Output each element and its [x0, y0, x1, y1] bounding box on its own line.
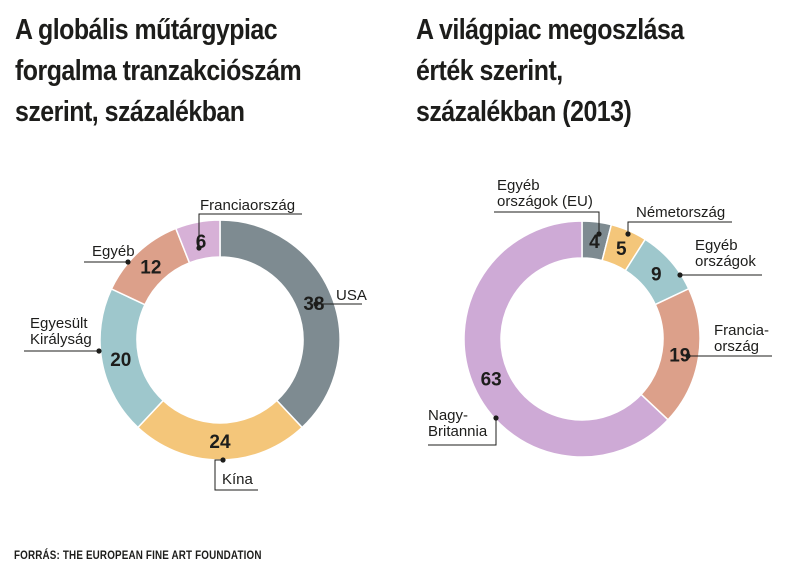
left-slice-4 [174, 219, 221, 264]
left-category-label-3: Egyéb [92, 243, 135, 260]
left-leader-dot-0 [313, 301, 319, 307]
right-value-label-4: 63 [481, 369, 502, 390]
left-value-label-4: 6 [196, 232, 207, 253]
left-value-label-1: 24 [209, 432, 231, 453]
left-leader-dot-2 [96, 348, 102, 354]
right-leader-line-1 [627, 221, 732, 234]
left-title-line-3: szerint, százalékban [15, 96, 245, 128]
right-leader-dot-3 [685, 353, 691, 359]
right-category-label-3: Francia-ország [714, 322, 769, 355]
right-leader-line-4 [428, 418, 497, 446]
left-leader-dot-1 [220, 457, 226, 463]
left-value-label-3: 12 [140, 257, 161, 278]
right-leader-line-0 [494, 211, 600, 234]
right-category-label-0-line-1: országok (EU) [497, 193, 593, 210]
right-category-label-4: Nagy-Britannia [428, 407, 488, 440]
right-value-label-2: 9 [651, 265, 662, 286]
right-leader-dot-2 [677, 272, 683, 278]
left-category-label-2-line-1: Királyság [30, 331, 92, 348]
right-value-label-0: 4 [589, 232, 600, 253]
right-chart-title: A világpiac megoszlása érték szerint, sz… [416, 10, 684, 133]
left-category-label-3-line-0: Egyéb [92, 243, 135, 260]
right-title-line-3: százalékban (2013) [416, 96, 632, 128]
right-category-label-3-line-1: ország [714, 338, 759, 355]
left-category-label-4: Franciaország [200, 197, 295, 214]
left-category-label-2-line-0: Egyesült [30, 315, 88, 332]
right-category-label-4-line-1: Britannia [428, 423, 488, 440]
source-note: FORRÁS: THE EUROPEAN FINE ART FOUNDATION [14, 548, 262, 562]
right-title-line-2: érték szerint, [416, 55, 563, 87]
left-category-label-0: USA [336, 287, 367, 304]
right-category-label-2: Egyéb országok [695, 237, 756, 270]
right-category-label-1-line-0: Németország [636, 204, 725, 221]
right-leader-dot-4 [493, 415, 499, 421]
left-category-label-4-line-0: Franciaország [200, 197, 295, 214]
left-leader-line-1 [214, 459, 258, 491]
left-category-label-0-line-0: USA [336, 287, 367, 304]
left-category-label-1: Kína [222, 471, 254, 488]
left-category-label-1-line-0: Kína [222, 471, 254, 488]
right-value-label-1: 5 [616, 239, 627, 260]
left-chart-title: A globális műtárgypiac forgalma tranzakc… [15, 10, 302, 133]
right-category-label-2-line-0: Egyéb [695, 237, 738, 254]
left-category-label-2: Egyesült Királyság [30, 315, 92, 348]
left-value-label-2: 20 [110, 350, 131, 371]
left-leader-line-4 [198, 213, 302, 248]
right-leader-dot-1 [625, 231, 631, 237]
right-leader-dot-0 [596, 231, 602, 237]
right-category-label-3-line-0: Francia- [714, 322, 769, 339]
right-category-label-1: Németország [636, 204, 725, 221]
left-title-line-2: forgalma tranzakciószám [15, 55, 302, 87]
left-slice-0 [219, 219, 341, 429]
right-slice-4 [463, 220, 670, 458]
right-category-label-2-line-1: országok [695, 253, 756, 270]
right-category-label-0: Egyéb országok (EU) [497, 177, 593, 210]
right-category-label-4-line-0: Nagy- [428, 407, 468, 424]
right-value-label-3: 19 [669, 345, 690, 366]
left-title-line-1: A globális műtárgypiac [15, 14, 278, 46]
right-category-label-0-line-0: Egyéb [497, 177, 540, 194]
left-leader-dot-4 [196, 245, 202, 251]
right-title-line-1: A világpiac megoszlása [416, 14, 684, 46]
left-leader-dot-3 [125, 259, 131, 265]
